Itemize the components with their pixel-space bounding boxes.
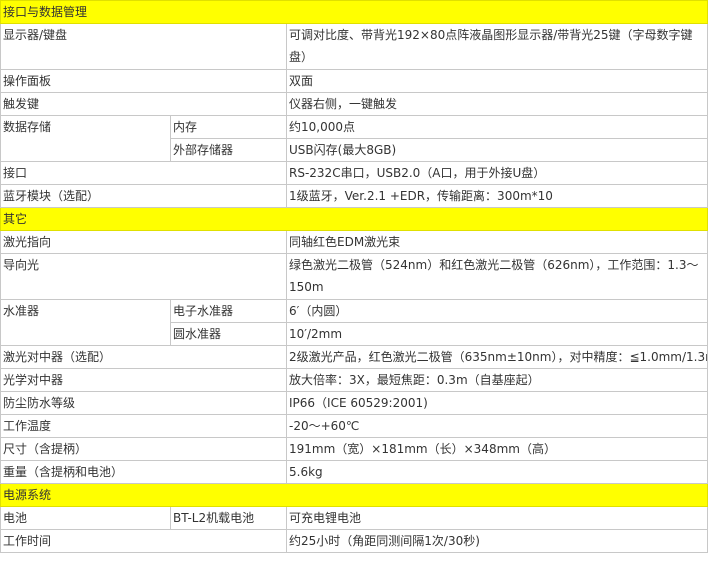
row-value: 可调对比度、带背光192×80点阵液晶图形显示器/带背光25键（字母数字键盘） [286,23,708,70]
table-row: 激光指向 同轴红色EDM激光束 [0,230,708,254]
row-label: 触发键 [0,92,287,116]
row-value: 191mm（宽）×181mm（长）×348mm（高） [286,437,708,461]
row-label: 电池 [0,506,171,530]
row-label: 防尘防水等级 [0,391,287,415]
row-sublabel: 圆水准器 [170,322,287,346]
table-row: 导向光 绿色激光二极管（524nm）和红色激光二极管（626nm），工作范围：1.… [0,253,708,300]
table-row: 重量（含提柄和电池） 5.6kg [0,460,708,484]
row-sublabel: BT-L2机载电池 [170,506,287,530]
row-value: 10′/2mm [286,322,708,346]
table-row: 工作温度 -20～+60℃ [0,414,708,438]
section-title: 其它 [0,207,708,231]
table-row: 数据存储 内存 约10,000点 [0,115,708,162]
row-label: 激光对中器（选配） [0,345,287,369]
row-value: IP66（ICE 60529:2001) [286,391,708,415]
row-value: 约10,000点 [286,115,708,139]
row-label: 显示器/键盘 [0,23,287,70]
table-row: 激光对中器（选配） 2级激光产品，红色激光二极管（635nm±10nm），对中精度… [0,345,708,369]
row-value: 同轴红色EDM激光束 [286,230,708,254]
row-value: 放大倍率：3X，最短焦距：0.3m（自基座起） [286,368,708,392]
row-value: 绿色激光二极管（524nm）和红色激光二极管（626nm），工作范围：1.3～1… [286,253,708,300]
row-value: 仪器右侧，一键触发 [286,92,708,116]
table-row: 圆水准器 10′/2mm [1,322,708,346]
row-label: 工作时间 [0,529,287,553]
row-value: 可充电锂电池 [286,506,708,530]
row-value: 2级激光产品，红色激光二极管（635nm±10nm），对中精度：≦1.0mm/1… [286,345,708,369]
section-title: 接口与数据管理 [0,0,708,24]
row-label: 数据存储 [0,115,171,162]
row-value: 1级蓝牙，Ver.2.1 +EDR，传输距离：300m*10 [286,184,708,208]
row-value: -20～+60℃ [286,414,708,438]
row-sublabel: 电子水准器 [170,299,287,323]
row-label: 导向光 [0,253,287,300]
table-row: 尺寸（含提柄） 191mm（宽）×181mm（长）×348mm（高） [0,437,708,461]
table-row: 蓝牙模块（选配） 1级蓝牙，Ver.2.1 +EDR，传输距离：300m*10 [0,184,708,208]
row-label: 尺寸（含提柄） [0,437,287,461]
table-row: 触发键 仪器右侧，一键触发 [0,92,708,116]
row-label: 蓝牙模块（选配） [0,184,287,208]
row-label: 工作温度 [0,414,287,438]
row-sublabel: 外部存储器 [170,138,287,162]
row-value: 6′（内圆） [286,299,708,323]
section-header: 接口与数据管理 [0,0,708,24]
table-row: 工作时间 约25小时（角距同测间隔1次/30秒) [0,529,708,553]
section-header: 电源系统 [0,483,708,507]
row-label: 水准器 [0,299,171,346]
row-label: 接口 [0,161,287,185]
table-row: 电池 BT-L2机载电池 可充电锂电池 [0,506,708,530]
row-value: 约25小时（角距同测间隔1次/30秒) [286,529,708,553]
table-row: 外部存储器 USB闪存(最大8GB) [1,138,708,162]
row-label: 激光指向 [0,230,287,254]
row-label: 光学对中器 [0,368,287,392]
section-header: 其它 [0,207,708,231]
table-row: 水准器 电子水准器 6′（内圆） [0,299,708,346]
table-row: 光学对中器 放大倍率：3X，最短焦距：0.3m（自基座起） [0,368,708,392]
table-row: 接口 RS-232C串口，USB2.0（A口，用于外接U盘） [0,161,708,185]
row-value: 5.6kg [286,460,708,484]
row-value: RS-232C串口，USB2.0（A口，用于外接U盘） [286,161,708,185]
section-title: 电源系统 [0,483,708,507]
row-label: 重量（含提柄和电池） [0,460,287,484]
table-row: 操作面板 双面 [0,69,708,93]
row-value: 双面 [286,69,708,93]
table-row: 防尘防水等级 IP66（ICE 60529:2001) [0,391,708,415]
row-label: 操作面板 [0,69,287,93]
row-sublabel: 内存 [170,115,287,139]
table-row: 显示器/键盘 可调对比度、带背光192×80点阵液晶图形显示器/带背光25键（字母… [0,23,708,70]
row-value: USB闪存(最大8GB) [286,138,708,162]
